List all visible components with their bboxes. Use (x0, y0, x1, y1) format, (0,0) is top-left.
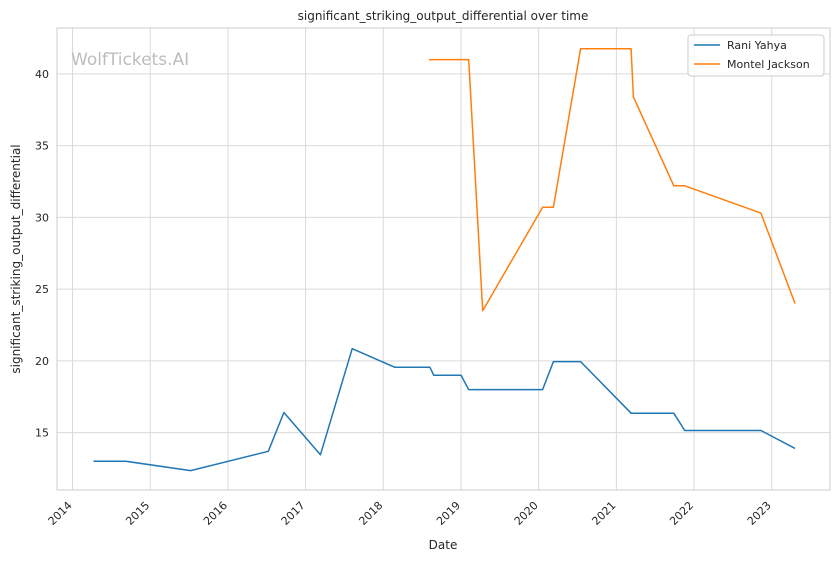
y-tick-labels: 15 20 25 30 35 40 (35, 68, 49, 440)
y-tick-label: 15 (35, 427, 49, 440)
legend-label-montel-jackson: Montel Jackson (727, 58, 810, 71)
y-tick-label: 30 (35, 211, 49, 224)
chart-title: significant_striking_output_differential… (298, 9, 589, 23)
y-tick-label: 35 (35, 140, 49, 153)
gridlines (57, 28, 830, 490)
legend-label-rani-yahya: Rani Yahya (727, 39, 787, 52)
watermark: WolfTickets.AI (71, 50, 189, 70)
y-tick-label: 20 (35, 355, 49, 368)
x-axis-label: Date (429, 538, 458, 552)
legend: Rani Yahya Montel Jackson (687, 34, 825, 77)
series-line-rani-yahya (93, 347, 796, 472)
plot-area-frame (56, 27, 831, 491)
y-tick-label: 40 (35, 68, 49, 81)
y-tick-label: 25 (35, 283, 49, 296)
series-lines (93, 48, 796, 472)
y-axis-label: significant_striking_output_differential (9, 144, 23, 373)
legend-box (687, 34, 825, 77)
series-line-montel-jackson (429, 48, 796, 312)
